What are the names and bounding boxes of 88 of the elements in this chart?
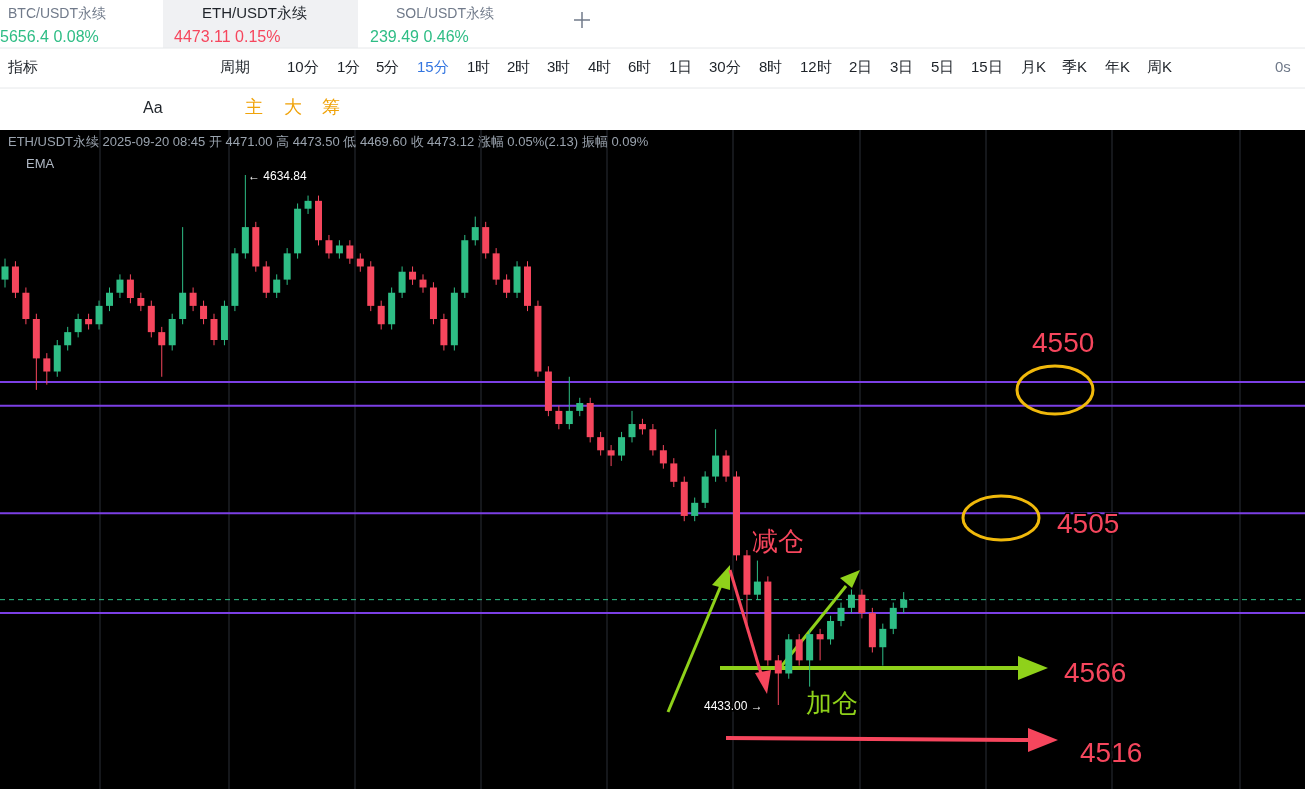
candlestick bbox=[837, 602, 845, 627]
annotation: 减仓 bbox=[752, 526, 804, 556]
candlestick bbox=[722, 449, 730, 483]
annotation: 4566 bbox=[1064, 657, 1127, 688]
candlestick bbox=[189, 286, 197, 312]
candlestick bbox=[503, 273, 511, 299]
text: 1日 bbox=[669, 58, 693, 75]
candlestick bbox=[325, 234, 333, 260]
candlestick bbox=[565, 376, 573, 430]
candlestick bbox=[398, 265, 406, 299]
candlestick bbox=[659, 444, 667, 470]
text: 30分 bbox=[709, 58, 741, 75]
text: 0s bbox=[1275, 58, 1291, 75]
text: 12时 bbox=[800, 58, 832, 75]
text: 4时 bbox=[588, 58, 612, 75]
candlestick bbox=[576, 397, 584, 417]
text: 周期 bbox=[220, 58, 250, 75]
text: 5656.4 0.08% bbox=[0, 28, 99, 45]
text: 239.49 0.46% bbox=[370, 28, 469, 45]
candlestick bbox=[95, 300, 103, 330]
text: 季K bbox=[1062, 58, 1088, 75]
text: EMA bbox=[26, 156, 55, 171]
candlestick bbox=[409, 265, 417, 286]
candlestick bbox=[210, 313, 218, 346]
candlestick bbox=[816, 628, 824, 661]
candlestick bbox=[858, 588, 866, 619]
text: 6时 bbox=[628, 58, 652, 75]
candlestick bbox=[628, 410, 636, 443]
text: 3日 bbox=[890, 58, 914, 75]
candlestick bbox=[377, 300, 385, 330]
text: 15日 bbox=[971, 58, 1003, 75]
text: 8时 bbox=[759, 58, 783, 75]
annotation: 4433.00 → bbox=[704, 699, 763, 713]
candlestick bbox=[879, 623, 887, 667]
candlestick bbox=[774, 654, 782, 706]
text: 5分 bbox=[376, 58, 400, 75]
text: Aa bbox=[143, 99, 163, 116]
candlestick bbox=[691, 497, 699, 522]
chart-title: ETH/USDT永续 2025-09-20 08:45 开 4471.00 高 4473.50 低 4469.60 收 4473.12 涨幅 0.05%(2.13) 振幅 0.09% bbox=[8, 134, 649, 149]
candlestick bbox=[597, 431, 605, 457]
candlestick bbox=[137, 292, 145, 312]
candlestick bbox=[607, 444, 615, 467]
candlestick bbox=[889, 602, 897, 635]
text: 大 bbox=[284, 97, 302, 117]
text: 10分 bbox=[287, 58, 319, 75]
candlestick bbox=[304, 195, 312, 215]
candlestick bbox=[116, 273, 124, 299]
text: 15分 bbox=[417, 58, 449, 75]
text: 周K bbox=[1147, 58, 1173, 75]
candlestick bbox=[827, 615, 835, 646]
candlestick bbox=[618, 431, 626, 462]
text: 1分 bbox=[337, 58, 361, 75]
text: 2时 bbox=[507, 58, 531, 75]
text: 筹 bbox=[322, 97, 340, 117]
text: 1时 bbox=[467, 58, 491, 75]
candlestick bbox=[712, 428, 720, 483]
candlestick bbox=[795, 633, 803, 667]
candlestick bbox=[346, 239, 354, 265]
candlestick bbox=[106, 286, 113, 312]
annotation: ← 4634.84 bbox=[248, 169, 308, 183]
candlestick bbox=[670, 457, 678, 488]
text: 年K bbox=[1105, 58, 1131, 75]
candlestick bbox=[74, 313, 82, 338]
candlestick bbox=[126, 273, 134, 304]
text: 指标 bbox=[7, 58, 38, 75]
candlestick bbox=[335, 239, 343, 260]
candlestick bbox=[471, 216, 479, 246]
annotation: 4550 bbox=[1032, 327, 1095, 358]
text: 3时 bbox=[547, 58, 571, 75]
candlestick bbox=[158, 326, 166, 378]
candlestick bbox=[43, 352, 51, 386]
text: 2日 bbox=[849, 58, 873, 75]
text: 5日 bbox=[931, 58, 955, 75]
text: BTC/USDT永续 bbox=[8, 5, 106, 21]
text: 月K bbox=[1021, 58, 1047, 75]
candlestick bbox=[555, 405, 563, 430]
annotation: 4505 bbox=[1057, 508, 1120, 539]
candlestick bbox=[200, 300, 208, 325]
text: 主 bbox=[245, 97, 263, 117]
text: ETH/USDT永续 bbox=[202, 4, 307, 21]
candlestick bbox=[273, 273, 281, 299]
text: SOL/USDT永续 bbox=[396, 5, 495, 21]
candlestick bbox=[64, 326, 72, 352]
candlestick bbox=[1, 258, 9, 288]
text: 4516 bbox=[1080, 737, 1143, 768]
candlestick bbox=[649, 423, 657, 457]
text: 4473.11 0.15% bbox=[174, 28, 281, 45]
annotation: 加仓 bbox=[806, 688, 858, 718]
